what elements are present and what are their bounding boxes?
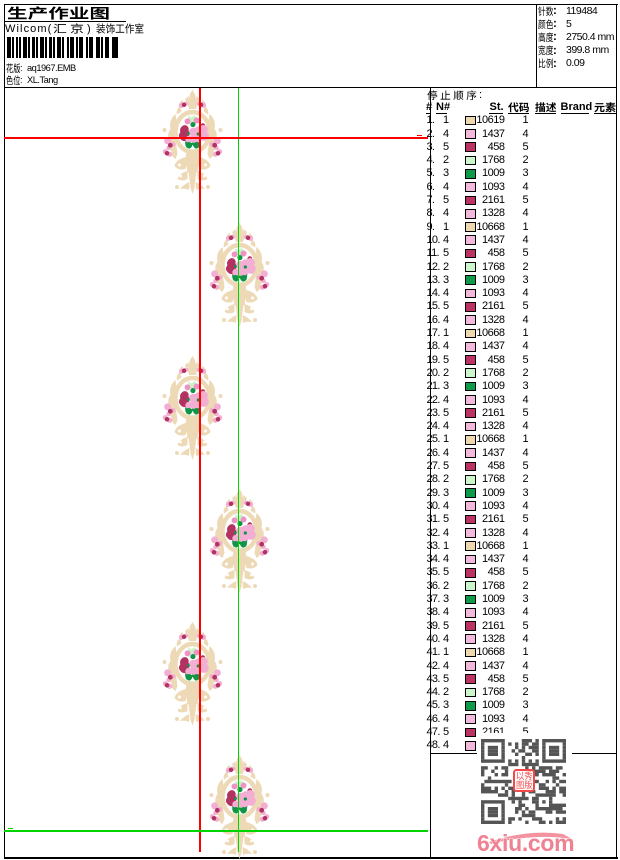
svg-text:6xiu.com: 6xiu.com bbox=[477, 830, 574, 856]
